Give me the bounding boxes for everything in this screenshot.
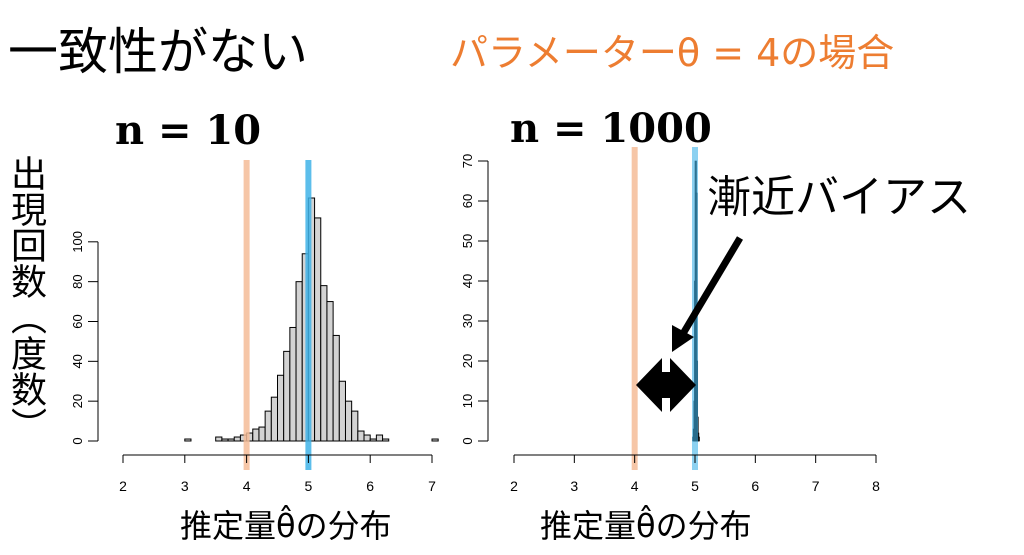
histogram-bar — [221, 438, 229, 442]
y-tick-label: 0 — [460, 437, 475, 444]
true-parameter-line — [243, 160, 250, 470]
x-tick-label: 4 — [631, 478, 639, 494]
annotation-label: 漸近バイアス — [707, 172, 971, 223]
histogram-bar — [314, 217, 322, 442]
x-tick-label: 2 — [510, 478, 518, 494]
y-tick-label: 60 — [460, 194, 475, 208]
x-tick-label: 6 — [366, 478, 374, 494]
histogram-bar — [351, 410, 359, 442]
histogram-bar — [289, 326, 297, 442]
y-tick-label: 20 — [460, 354, 475, 368]
histogram-bar — [184, 438, 192, 442]
y-tick-label: 80 — [70, 274, 85, 288]
y-tick-label: 10 — [460, 394, 475, 408]
histogram-bar — [326, 301, 334, 442]
y-tick-label: 30 — [460, 314, 475, 328]
x-tick-label: 8 — [872, 478, 880, 494]
histogram-bar — [233, 436, 241, 442]
histogram-bar — [258, 426, 266, 442]
bias-arrow-left-head — [636, 358, 672, 412]
estimate-mean-line — [305, 160, 312, 470]
y-tick-label: 50 — [460, 234, 475, 248]
y-tick-label: 60 — [70, 314, 85, 328]
x-axis-label-right: 推定量θ̂の分布 — [540, 507, 752, 545]
histogram-bar — [338, 380, 346, 442]
arrow-head — [672, 325, 694, 352]
histogram-bar — [252, 428, 260, 442]
x-tick-label: 3 — [570, 478, 578, 494]
x-tick-label: 7 — [428, 478, 436, 494]
annotation-arrow — [672, 236, 744, 352]
y-axis-label: 出現回数（度数） — [5, 155, 46, 443]
true-parameter-line — [631, 147, 638, 470]
chart-right-title: n = 1000 — [510, 105, 712, 152]
x-axis-label-left: 推定量θ̂の分布 — [180, 507, 392, 545]
y-tick-label: 20 — [70, 394, 85, 408]
chart-right: 2 3 4 5 6 7 8 0 10 20 30 40 50 60 70 — [460, 147, 880, 494]
slide-title: 一致性がない — [8, 23, 308, 81]
histogram-bar — [369, 438, 377, 442]
x-tick-label: 5 — [305, 478, 313, 494]
histogram-bar — [375, 434, 384, 442]
x-tick-label: 5 — [691, 478, 699, 494]
histogram-bar — [344, 400, 353, 442]
slide-subtitle: パラメーターθ = 4の場合 — [450, 31, 895, 75]
histogram-bar — [227, 438, 235, 442]
arrow-shaft — [680, 236, 744, 334]
x-tick-label: 4 — [243, 478, 251, 494]
histogram-bar — [264, 410, 272, 442]
histogram-bar — [283, 350, 291, 442]
y-tick-label: 70 — [460, 154, 475, 168]
bias-arrow-right-head — [660, 358, 696, 412]
histogram-bar — [295, 281, 303, 442]
histogram-bar — [332, 334, 340, 442]
y-tick-label: 100 — [70, 231, 85, 253]
histogram-bar — [320, 285, 328, 442]
bias-double-arrow — [636, 358, 696, 412]
chart-left: 2 3 4 5 6 7 0 20 40 60 80 100 — [70, 160, 439, 494]
x-tick-label: 7 — [812, 478, 820, 494]
histogram-bar — [270, 396, 279, 442]
histogram-bar — [363, 434, 371, 442]
histogram-bar — [277, 374, 285, 442]
y-tick-label: 0 — [70, 437, 85, 444]
histogram-bar — [431, 438, 439, 442]
histogram-bar — [697, 436, 700, 442]
x-tick-label: 6 — [751, 478, 759, 494]
x-tick-label: 2 — [119, 478, 127, 494]
y-tick-label: 40 — [70, 354, 85, 368]
histogram-bar — [215, 436, 223, 442]
chart-left-title: n = 10 — [115, 107, 262, 154]
y-tick-label: 40 — [460, 274, 475, 288]
histogram-bar — [382, 438, 390, 442]
x-tick-label: 3 — [181, 478, 189, 494]
histogram-bar — [357, 430, 365, 442]
